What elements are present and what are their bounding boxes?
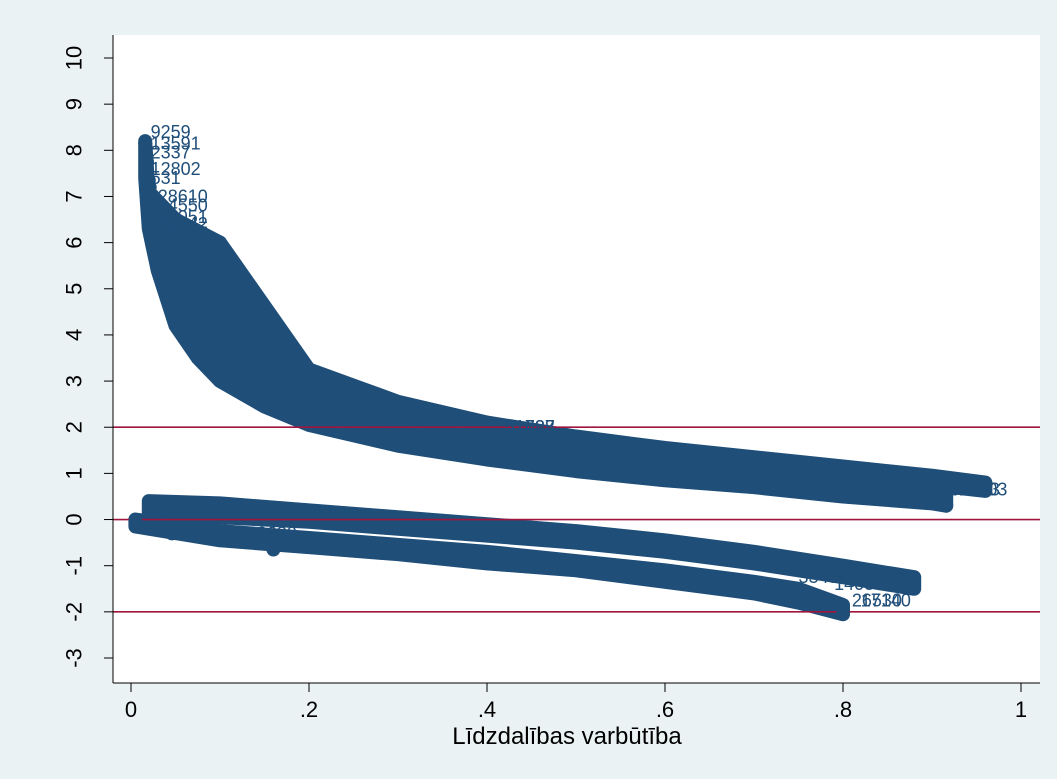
point-label: 11903	[959, 480, 1008, 500]
marker-band-2	[141, 184, 993, 498]
point-label: 51787	[505, 417, 555, 437]
point-label: 531	[151, 168, 181, 188]
point-label: 14030	[834, 574, 884, 594]
y-tick-label: 0	[62, 513, 87, 525]
data-point	[140, 154, 155, 169]
data-point	[164, 526, 179, 541]
point-label: 11867	[158, 235, 207, 255]
y-tick-label: 3	[62, 375, 87, 387]
point-label: 50842	[158, 214, 208, 234]
y-tick-label: -1	[62, 556, 87, 576]
y-tick-label: -2	[62, 602, 87, 622]
point-label: 26530	[852, 590, 902, 610]
y-tick-label: 7	[62, 190, 87, 202]
data-point	[773, 588, 788, 603]
x-tick-label: .6	[656, 697, 674, 722]
point-label: 33333	[950, 480, 1000, 500]
point-label: 14550	[158, 196, 208, 216]
y-tick-label: 1	[62, 467, 87, 479]
x-tick-label: .4	[478, 697, 496, 722]
outlier-markers	[128, 136, 954, 622]
y-tick-label: 9	[62, 98, 87, 110]
point-label: 27337	[158, 223, 208, 243]
data-point	[836, 607, 850, 622]
point-label: 33450	[799, 567, 849, 587]
data-point	[138, 136, 153, 151]
x-axis-title: Līdzdalības varbūtība	[452, 723, 682, 750]
x-tick-label: 0	[125, 697, 137, 722]
data-point	[147, 221, 162, 236]
point-label: 48500	[149, 493, 199, 513]
x-tick-label: .2	[300, 697, 318, 722]
data-point	[939, 498, 954, 513]
y-tick-label: 10	[62, 46, 87, 70]
reference-lines	[113, 426, 1040, 613]
y-tick-label: 2	[62, 421, 87, 433]
point-labels: 9259135912337128025312861014550300515084…	[149, 122, 1008, 610]
point-label: 17140	[861, 590, 911, 610]
point-label: 12802	[151, 159, 201, 179]
point-label: 9259	[151, 122, 191, 142]
point-label: 2337	[151, 143, 191, 163]
y-tick-label: 6	[62, 236, 87, 248]
point-label: 30051	[158, 207, 208, 227]
data-point	[266, 542, 281, 557]
point-label: 51628	[505, 417, 555, 437]
y-tick-label: 5	[62, 283, 87, 295]
data-point	[142, 180, 157, 195]
x-tick-label: .8	[834, 697, 852, 722]
x-tick-label: 1	[1015, 697, 1027, 722]
y-tick-label: -3	[62, 648, 87, 668]
y-tick-label: 4	[62, 329, 87, 341]
point-label: 30630	[247, 523, 297, 543]
data-point	[145, 207, 160, 222]
point-label: 28610	[158, 186, 208, 206]
data-point	[128, 514, 143, 529]
y-tick-label: 8	[62, 144, 87, 156]
axes: -3 -2 -1 0 1 2 3 4 5 6 7 8 9 10 0 .2 .4 .6 .8 1	[62, 35, 1040, 722]
point-label: 13591	[151, 133, 201, 153]
